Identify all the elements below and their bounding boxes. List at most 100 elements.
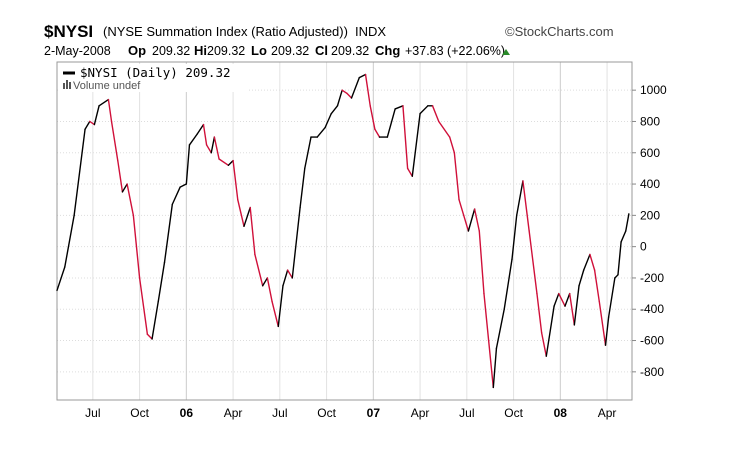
index-name: (NYSE Summation Index (Ratio Adjusted)) [103, 24, 348, 39]
line-segment-up [188, 133, 198, 146]
cl-value: 209.32 [331, 44, 369, 58]
line-segment-up [607, 277, 616, 318]
line-segment-down [478, 230, 485, 295]
x-tick-label: Jul [85, 406, 100, 420]
y-tick-label: 800 [640, 114, 660, 128]
line-segment-down [431, 105, 440, 123]
line-segment-down [453, 152, 460, 201]
line-segment-down [364, 73, 371, 107]
line-segment-up [503, 258, 513, 310]
x-tick-label: 06 [180, 406, 194, 420]
y-tick-label: 600 [640, 146, 660, 160]
line-segment-down [540, 332, 547, 357]
line-segment-up [261, 277, 269, 287]
line-segment-up [163, 203, 174, 263]
line-segment-up [64, 214, 75, 268]
x-tick-label: Apr [598, 406, 617, 420]
line-segment-down [487, 339, 495, 389]
y-tick-label: 1000 [640, 83, 667, 97]
legend-bg [59, 64, 249, 92]
line-segment-up [277, 285, 284, 328]
line-segment-down [369, 105, 376, 130]
line-segment-down [202, 123, 208, 146]
line-segment-up [495, 308, 505, 350]
x-tick-label: 08 [554, 406, 568, 420]
line-segment-down [271, 300, 279, 328]
x-tick-label: Jul [272, 406, 287, 420]
line-segment-down [374, 128, 381, 138]
x-tick-label: Apr [224, 406, 243, 420]
line-segment-up [411, 112, 421, 177]
line-segment-up [316, 127, 326, 138]
line-segment-down [218, 158, 230, 166]
lo-value: 209.32 [271, 44, 309, 58]
plot-frame [56, 61, 633, 401]
line-segment-up [358, 73, 367, 79]
line-segment-up [419, 105, 429, 115]
chg-label: Chg [375, 43, 400, 58]
line-segment-down [589, 253, 596, 271]
line-segment-down [406, 167, 413, 177]
line-segment-down [341, 89, 348, 94]
x-tick-label: Oct [317, 406, 336, 420]
x-tick-label: Oct [504, 406, 523, 420]
exchange: INDX [355, 24, 386, 39]
volume-bars-icon [63, 80, 71, 89]
line-segment-up [614, 274, 619, 279]
line-segment-down [448, 136, 456, 154]
hi-label: Hi [194, 43, 207, 58]
lo-label: Lo [251, 43, 267, 58]
line-segment-up [578, 269, 585, 287]
hi-value: 209.32 [207, 44, 245, 58]
line-segment-down [483, 292, 490, 342]
x-tick-label: Jul [459, 406, 474, 420]
line-segment-down [126, 183, 135, 217]
line-segment-up [350, 76, 361, 99]
line-segment-up [291, 206, 301, 279]
x-tick-label: 07 [367, 406, 381, 420]
quote-date: 2-May-2008 [44, 44, 111, 58]
line-segment-down [213, 136, 220, 160]
line-segment-down [266, 277, 273, 303]
line-segment-up [492, 347, 498, 389]
x-tick-label: Apr [411, 406, 430, 420]
y-tick-label: 200 [640, 208, 660, 222]
line-segment-down [473, 208, 480, 232]
line-segment-down [110, 120, 119, 162]
line-segment-up [151, 300, 159, 340]
line-segment-down [568, 292, 576, 326]
x-tick-label: Oct [130, 406, 149, 420]
brand-logo[interactable]: ©StockCharts.com [505, 24, 614, 39]
legend-series: $NYSI (Daily) 209.32 [80, 65, 231, 80]
line-segment-down [463, 214, 470, 232]
line-segment-up [210, 136, 216, 154]
line-segment-up [564, 292, 571, 307]
y-tick-label: -800 [640, 365, 664, 379]
line-segment-down [558, 292, 566, 307]
symbol: $NYSI [44, 22, 93, 41]
line-segment-up [121, 183, 128, 193]
line-segment-down [249, 206, 256, 256]
line-segment-up [73, 128, 86, 217]
line-segment-down [232, 159, 239, 201]
line-segment-down [237, 199, 245, 228]
line-segment-up [179, 183, 188, 188]
line-segment-up [157, 261, 166, 303]
line-segment-down [522, 180, 530, 232]
line-segment-up [330, 105, 339, 115]
y-axis: 1000 800 600 400 200 0 -200 -400 -600 -800 [632, 83, 667, 379]
line-segment-down [346, 92, 353, 99]
line-segment-up [573, 285, 580, 326]
line-segment-up [617, 241, 622, 276]
line-segment-up [93, 105, 100, 126]
line-segment-up [625, 213, 630, 232]
line-segment-down [146, 333, 153, 340]
line-segment-up [324, 112, 332, 129]
line-segment-up [98, 98, 110, 107]
line-segment-up [604, 316, 610, 346]
y-tick-label: 400 [640, 177, 660, 191]
line-segment-up [620, 230, 627, 243]
line-segment-up [227, 159, 234, 166]
line-segment-down [205, 144, 212, 154]
line-segment-up [386, 108, 396, 138]
